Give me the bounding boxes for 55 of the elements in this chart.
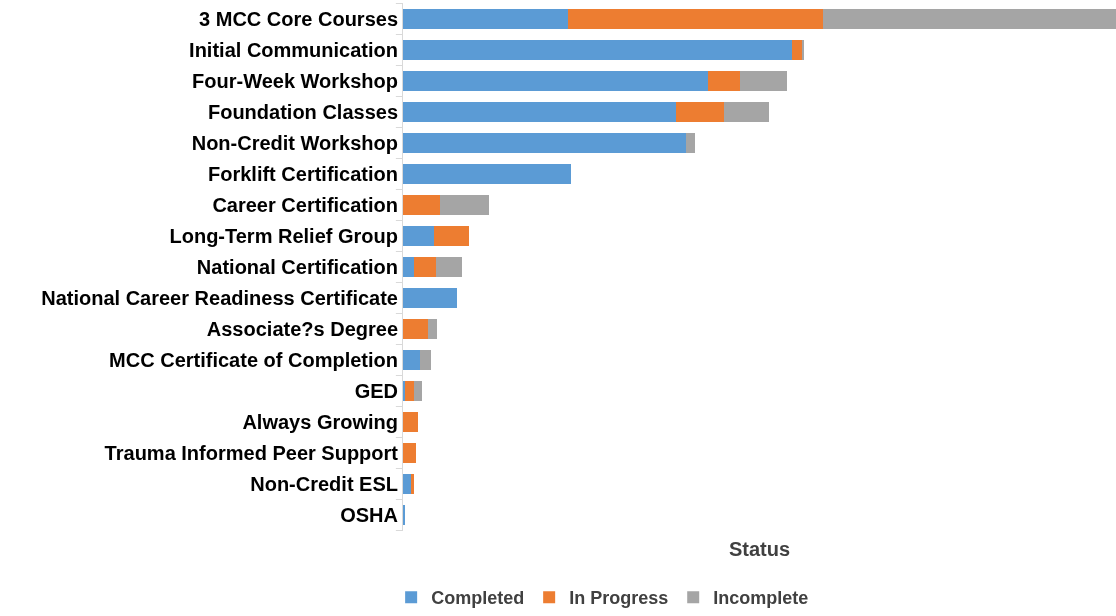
bar [413, 256, 436, 278]
y-tick-label: Forklift Certification [207, 163, 398, 185]
y-tick-label: National Career Readiness Certificate [41, 287, 398, 309]
bar [686, 132, 696, 154]
bar [403, 101, 677, 123]
bar [410, 473, 414, 495]
y-tick-label: Long-Term Relief Group [169, 225, 398, 247]
bar [708, 70, 740, 92]
y-tick-label: National Certification [196, 256, 398, 278]
bar [403, 411, 418, 433]
bar [403, 380, 406, 402]
bar [420, 349, 431, 371]
y-tick-label: 3 MCC Core Courses [199, 8, 398, 30]
bar [403, 132, 687, 154]
bar [403, 194, 441, 216]
bar [403, 256, 414, 278]
bar [676, 101, 724, 123]
y-tick-label: Foundation Classes [207, 101, 398, 123]
bar [403, 163, 572, 185]
bar [440, 194, 490, 216]
y-tick-label: Non-Credit ESL [250, 473, 398, 495]
bar [405, 380, 415, 402]
bar [403, 287, 458, 309]
y-tick-label: GED [354, 380, 398, 402]
y-tick-label: Trauma Informed Peer Support [104, 442, 399, 464]
bar [403, 8, 569, 30]
bar [723, 101, 769, 123]
y-tick-label: Career Certification [212, 194, 398, 216]
y-tick-label: Associate?s Degree [206, 318, 398, 340]
y-tick-label: OSHA [340, 504, 398, 526]
bar [435, 256, 463, 278]
bar [403, 225, 435, 247]
legend-label: Completed [431, 588, 525, 609]
bar [403, 442, 416, 464]
bar [434, 225, 469, 247]
bar [427, 318, 438, 340]
bar [739, 70, 787, 92]
bar [403, 70, 709, 92]
y-tick-label: MCC Certificate of Completion [109, 349, 398, 371]
y-tick-label: Non-Credit Workshop [191, 132, 398, 154]
bar [403, 349, 421, 371]
bar [403, 39, 792, 61]
bar [414, 380, 422, 402]
bar [568, 8, 823, 30]
legend-label: Incomplete [713, 588, 809, 609]
bar [822, 8, 1116, 30]
bar [403, 473, 411, 495]
x-axis-title: Status [728, 537, 791, 560]
y-tick-label: Initial Communication [189, 39, 398, 61]
bar [791, 39, 802, 61]
bar [801, 39, 804, 61]
legend-label: In Progress [569, 588, 669, 609]
y-tick-label: Four-Week Workshop [192, 70, 398, 92]
y-tick-label: Always Growing [242, 411, 398, 433]
bar [403, 318, 428, 340]
